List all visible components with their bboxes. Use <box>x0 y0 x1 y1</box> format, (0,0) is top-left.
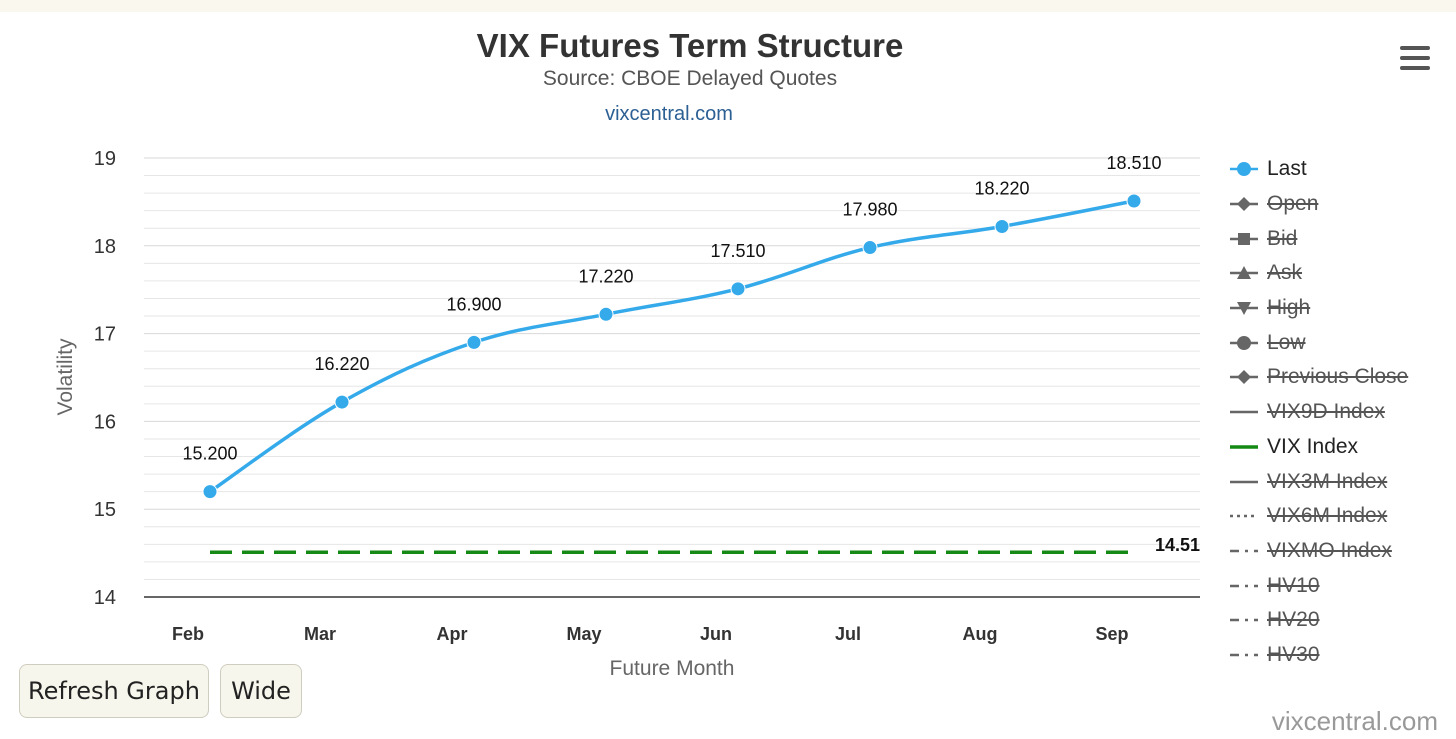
x-axis-label: Future Month <box>610 657 735 680</box>
legend-item[interactable]: Ask <box>1228 256 1456 291</box>
legend-label: HV20 <box>1267 608 1320 632</box>
chart-subtitle: Source: CBOE Delayed Quotes <box>543 67 837 90</box>
last-data-label: 17.980 <box>842 200 897 220</box>
legend-symbol-icon <box>1230 584 1258 587</box>
legend-label: HV30 <box>1267 642 1320 666</box>
legend-symbol-icon <box>1230 335 1258 350</box>
y-axis-label: Volatility <box>54 338 77 416</box>
last-data-point <box>466 334 482 350</box>
legend-item[interactable]: High <box>1228 291 1456 326</box>
y-tick-label: 18 <box>94 236 116 258</box>
legend-item[interactable]: VIX Index <box>1228 430 1456 465</box>
legend-symbol-icon <box>1230 480 1258 483</box>
last-data-label: 16.900 <box>446 294 501 314</box>
legend-symbol-icon <box>1230 549 1258 553</box>
legend-symbol-icon <box>1230 514 1258 518</box>
series-layer: 14.51 15.200 16.220 16.900 17.220 17.510 17.98… <box>182 153 1200 555</box>
legend-label: Low <box>1267 330 1306 354</box>
last-data-point <box>598 306 614 322</box>
legend-label: Ask <box>1267 261 1303 285</box>
last-series-line <box>209 199 1135 494</box>
legend-symbol-icon <box>1230 619 1258 622</box>
legend-symbol-icon <box>1230 162 1258 177</box>
legend-item[interactable]: VIX6M Index <box>1228 499 1456 534</box>
legend-label: VIX Index <box>1267 434 1359 458</box>
legend-label: VIX9D Index <box>1267 400 1385 424</box>
x-tick-label: Mar <box>304 624 336 644</box>
y-tick-label: 19 <box>94 148 116 170</box>
last-data-label: 15.200 <box>182 444 237 464</box>
legend-label: Bid <box>1267 226 1298 250</box>
legend-item[interactable]: VIXMO Index <box>1228 534 1456 569</box>
x-tick-label: Sep <box>1095 624 1128 644</box>
legend-label: VIX3M Index <box>1267 469 1388 493</box>
legend-label: HV10 <box>1267 573 1320 597</box>
legend-item[interactable]: VIX3M Index <box>1228 464 1456 499</box>
legend-symbol-icon <box>1230 445 1258 449</box>
legend-symbol-icon <box>1230 266 1258 280</box>
legend-symbol-icon <box>1230 302 1258 316</box>
last-data-point <box>202 484 218 500</box>
vix-index-data-label: 14.51 <box>1155 535 1200 555</box>
legend-item[interactable]: Open <box>1228 187 1456 222</box>
legend-item[interactable]: Last <box>1228 152 1456 187</box>
chart-legend: Last Open Bid Ask High Low Previous Close VIX9D… <box>1228 152 1456 672</box>
source-link[interactable]: vixcentral.com <box>605 103 733 125</box>
legend-label: High <box>1267 296 1311 320</box>
last-data-label: 17.510 <box>710 241 765 261</box>
x-tick-label: May <box>566 624 601 644</box>
chart-title: VIX Futures Term Structure <box>477 27 904 64</box>
y-tick-label: 14 <box>94 587 116 609</box>
last-data-point <box>862 240 878 256</box>
legend-item[interactable]: HV20 <box>1228 603 1456 638</box>
credits-link[interactable]: vixcentral.com <box>1271 706 1438 736</box>
axes: 14 15 16 17 18 19 Feb Mar Apr May Jun Jul Aug Sep <box>94 148 1200 644</box>
legend-item[interactable]: Bid <box>1228 221 1456 256</box>
legend-label: Previous Close <box>1267 365 1409 389</box>
refresh-graph-button[interactable]: Refresh Graph <box>19 664 209 718</box>
last-data-label: 16.220 <box>314 354 369 374</box>
last-data-label: 18.220 <box>974 178 1029 198</box>
last-data-point <box>1126 193 1142 209</box>
x-tick-label: Aug <box>963 624 998 644</box>
legend-label: Last <box>1267 157 1307 181</box>
legend-item[interactable]: HV30 <box>1228 638 1456 673</box>
y-tick-label: 16 <box>94 411 116 433</box>
legend-label: VIXMO Index <box>1267 538 1392 562</box>
legend-item[interactable]: Low <box>1228 325 1456 360</box>
top-strip <box>0 0 1456 12</box>
legend-symbol-icon <box>1230 370 1258 385</box>
last-data-point <box>334 394 350 410</box>
last-data-label: 18.510 <box>1106 153 1161 173</box>
legend-symbol-icon <box>1230 232 1258 245</box>
legend-label: VIX6M Index <box>1267 504 1388 528</box>
legend-symbol-icon <box>1230 410 1258 414</box>
x-tick-label: Feb <box>172 624 204 644</box>
x-tick-label: Jul <box>835 624 861 644</box>
y-tick-label: 15 <box>94 499 116 521</box>
chart-menu-button[interactable] <box>1396 42 1434 76</box>
x-tick-label: Apr <box>437 624 468 644</box>
legend-symbol-icon <box>1230 197 1258 212</box>
y-tick-label: 17 <box>94 324 116 346</box>
legend-label: Open <box>1267 192 1319 216</box>
last-data-label: 17.220 <box>578 266 633 286</box>
last-data-point <box>730 281 746 297</box>
wide-button[interactable]: Wide <box>220 664 302 718</box>
grid-lines <box>144 157 1200 580</box>
legend-item[interactable]: Previous Close <box>1228 360 1456 395</box>
legend-symbol-icon <box>1230 653 1258 657</box>
last-data-point <box>994 218 1010 234</box>
legend-item[interactable]: HV10 <box>1228 568 1456 603</box>
legend-item[interactable]: VIX9D Index <box>1228 395 1456 430</box>
x-tick-label: Jun <box>700 624 732 644</box>
